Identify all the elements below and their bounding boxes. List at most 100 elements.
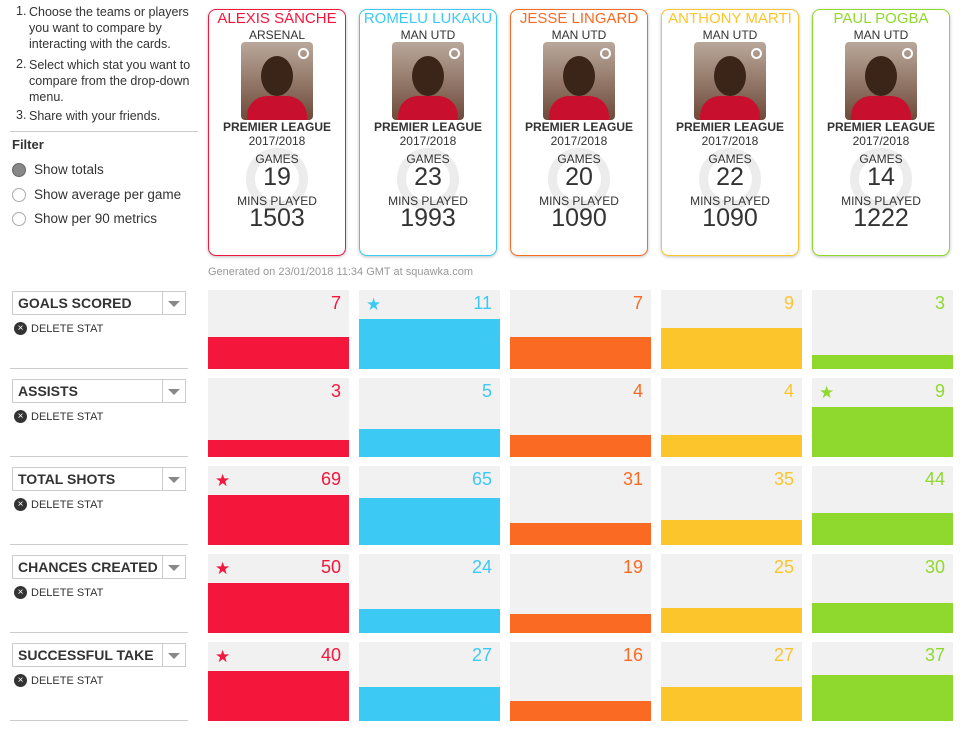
player-name: ALEXIS SÁNCHE [217,10,337,27]
generated: Generated on 23/01/2018 11:34 GMT at squ… [208,266,473,278]
mins-value: 1993 [400,204,456,232]
games-label: GAMES [708,152,752,166]
stat-name[interactable]: ASSISTS [18,383,78,399]
stat-value: 35 [773,469,794,489]
badge [298,48,309,59]
delete-icon[interactable]: × [14,586,27,599]
stat-value: 27 [471,645,492,665]
arrow[interactable] [168,565,180,571]
instruction-number: 3. [16,108,27,122]
dropdown-arrow[interactable] [162,555,186,579]
delete-stat[interactable]: DELETE STAT [31,587,104,599]
games-label: GAMES [406,152,450,166]
delete-icon[interactable]: × [14,410,27,423]
arrow[interactable] [168,301,180,307]
face [412,56,444,96]
dropdown-arrow[interactable] [162,291,186,315]
delete-icon[interactable]: × [14,674,27,687]
radio[interactable] [12,163,26,177]
stat-bar [510,337,651,369]
player-name: PAUL POGBA [833,10,929,27]
stat-name[interactable]: CHANCES CREATED [18,559,158,575]
season: 2017/2018 [701,134,759,148]
arrow[interactable] [168,477,180,483]
dropdown-arrow[interactable] [162,467,186,491]
stat-value: 25 [773,557,794,577]
stat-value: 7 [632,293,643,313]
radio[interactable] [12,212,26,226]
stat-name[interactable]: TOTAL SHOTS [18,471,116,487]
radio-label[interactable]: Show per 90 metrics [34,211,158,226]
delete-icon[interactable]: × [14,322,27,335]
radio[interactable] [12,187,26,202]
stat-value: 69 [320,469,341,489]
stat-bar [510,522,651,545]
shirt [700,96,760,120]
club: MAN UTD [702,28,758,42]
badge [449,48,460,59]
delete-stat[interactable]: DELETE STAT [31,411,104,423]
stat-select[interactable] [12,643,186,667]
radio-label[interactable]: Show totals [34,162,104,177]
stat-bar [661,328,802,369]
delete-stat[interactable]: DELETE STAT [31,675,104,687]
games-value: 22 [716,163,744,191]
club: MAN UTD [853,28,909,42]
photo [845,42,917,120]
club: MAN UTD [400,28,456,42]
stat-select[interactable] [12,291,186,315]
stat-select[interactable] [12,467,186,491]
stat-value: 4 [783,381,794,401]
player-name: ANTHONY MARTI [668,10,792,27]
mins-label: MINS PLAYED [237,194,317,208]
stat-bar [208,337,349,369]
stat-bar [661,434,802,457]
delete-stat[interactable]: DELETE STAT [31,323,104,335]
instruction: Share with your friends. [29,109,161,123]
games-value: 14 [867,163,895,191]
games-label: GAMES [557,152,601,166]
shirt [851,96,911,120]
stat-name[interactable]: GOALS SCORED [18,295,132,311]
radio-label[interactable]: Show average per game [34,186,182,202]
stat-bar [359,319,500,369]
row-divider [10,632,188,633]
stat-select[interactable] [12,379,186,403]
stat-value: 30 [924,557,945,577]
delete-icon[interactable]: × [14,498,27,511]
mins-value: 1222 [853,204,909,232]
dropdown-arrow[interactable] [162,643,186,667]
instruction-number: 1. [16,4,27,18]
league: PREMIER LEAGUE [675,120,784,134]
stat-value: 3 [330,381,341,401]
games-value: 20 [565,163,593,191]
instruction-number: 2. [16,57,27,71]
row-divider [10,544,188,545]
dropdown-arrow[interactable] [162,379,186,403]
stat-bar [510,614,651,633]
season: 2017/2018 [248,134,306,148]
stat-select[interactable] [12,555,186,579]
games-value: 19 [263,163,291,191]
stat-value: 3 [934,293,945,313]
league: PREMIER LEAGUE [524,120,633,134]
photo [694,42,766,120]
shirt [398,96,458,120]
arrow[interactable] [168,389,180,395]
mins-label: MINS PLAYED [690,194,770,208]
stat-bar [208,440,349,457]
delete-stat[interactable]: DELETE STAT [31,499,104,511]
stat-bar [812,513,953,545]
arrow[interactable] [168,653,180,659]
leader-star: ★ [366,295,382,314]
games-label: GAMES [859,152,903,166]
stat-name[interactable]: SUCCESSFUL TAKE O [18,647,158,663]
leader-star: ★ [819,383,835,402]
season: 2017/2018 [550,134,608,148]
season: 2017/2018 [852,134,910,148]
leader-star: ★ [215,471,231,490]
player-name: JESSE LINGARD [519,10,639,27]
mins-value: 1090 [702,204,758,232]
league: PREMIER LEAGUE [373,120,482,134]
